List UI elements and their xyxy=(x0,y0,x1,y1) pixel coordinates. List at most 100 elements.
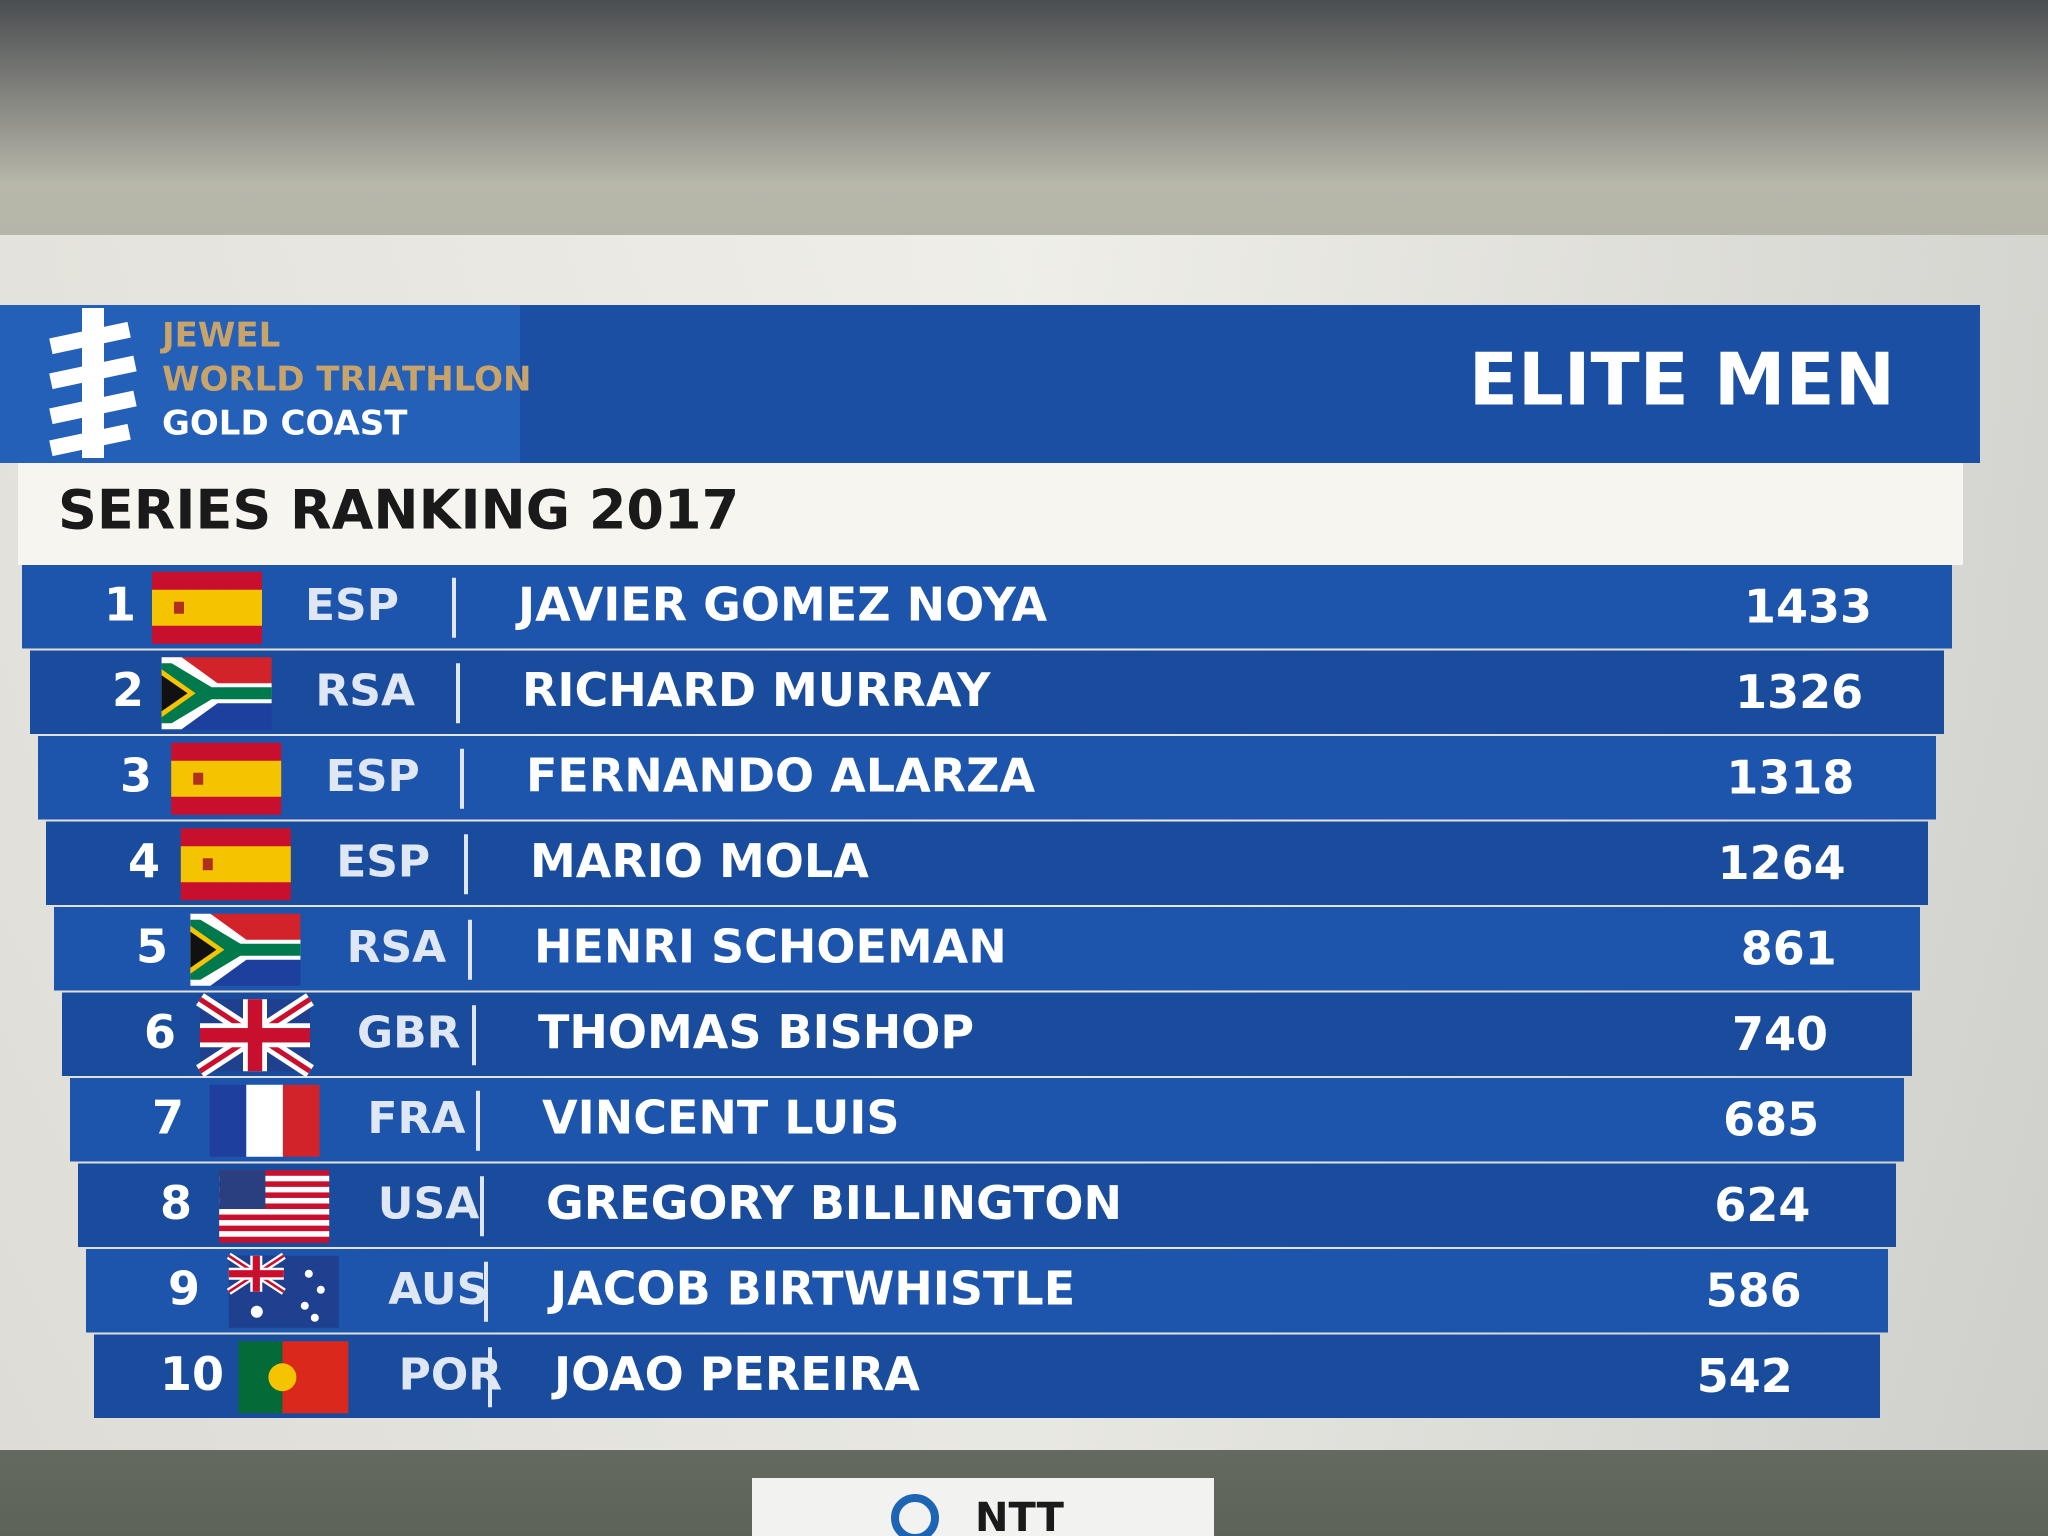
athlete-name: JACOB BIRTWHISTLE xyxy=(547,1261,1075,1315)
flag-part xyxy=(246,1084,283,1157)
flag-part xyxy=(190,931,217,968)
row-background xyxy=(22,565,1952,649)
points: 542 xyxy=(1697,1349,1793,1403)
flag xyxy=(196,993,314,1078)
event-line: JEWEL xyxy=(160,316,280,356)
event-line: GOLD COAST xyxy=(162,404,408,444)
flag-part xyxy=(219,1170,266,1210)
flag xyxy=(180,828,291,901)
row-background xyxy=(94,1334,1880,1418)
flag-part xyxy=(161,675,188,712)
athlete-name: RICHARD MURRAY xyxy=(522,663,991,717)
divider xyxy=(484,1261,488,1322)
flag-part xyxy=(219,1170,330,1177)
divider xyxy=(468,919,472,980)
flag xyxy=(152,571,262,644)
flag-part xyxy=(316,1285,325,1294)
country-code: POR xyxy=(399,1349,503,1400)
flag xyxy=(226,1252,339,1328)
flag-part xyxy=(219,1225,330,1232)
points: 1433 xyxy=(1744,579,1872,633)
flag-part xyxy=(219,1236,330,1243)
rank: 5 xyxy=(136,919,168,973)
event-line: WORLD TRIATHLON xyxy=(162,360,531,400)
flag-part xyxy=(219,1220,330,1227)
row-background xyxy=(54,907,1920,991)
flag-part xyxy=(219,1175,330,1182)
row-background xyxy=(38,736,1936,820)
ranking-row: 8 USA GREGORY BILLINGTON 624 xyxy=(78,1163,1896,1247)
divider xyxy=(472,1005,476,1066)
flag-part xyxy=(219,1192,330,1199)
flag-part xyxy=(171,760,282,797)
rank: 1 xyxy=(104,577,136,631)
flag-part xyxy=(250,1305,263,1318)
points: 1264 xyxy=(1718,836,1846,890)
ranking-row: 3 ESP FERNANDO ALARZA 1318 xyxy=(38,736,1936,820)
country-code: AUS xyxy=(388,1264,488,1315)
flag-part xyxy=(282,1084,320,1157)
category: ELITE MEN xyxy=(1469,338,1895,422)
flag xyxy=(161,657,272,730)
divider xyxy=(476,1090,480,1151)
row-background xyxy=(78,1163,1896,1247)
row-background xyxy=(46,821,1928,905)
points: 740 xyxy=(1732,1007,1828,1061)
flag-part xyxy=(161,663,272,724)
athlete-name: HENRI SCHOEMAN xyxy=(534,919,1007,973)
flag xyxy=(209,1084,320,1157)
points: 861 xyxy=(1741,921,1837,975)
flag-part xyxy=(193,772,204,785)
logo-icon xyxy=(49,308,137,458)
sponsor-logo xyxy=(891,1494,939,1536)
row-background xyxy=(62,992,1912,1076)
flag-part xyxy=(202,858,213,871)
country-code: ESP xyxy=(336,836,430,887)
rank: 6 xyxy=(144,1005,176,1059)
rank: 9 xyxy=(168,1261,200,1315)
ranking-row: 5 RSA HENRI SCHOEMAN 861 xyxy=(54,907,1920,991)
points: 1318 xyxy=(1726,750,1854,804)
flag-part xyxy=(200,1028,310,1043)
flag-part xyxy=(219,1181,330,1188)
sponsor: NTT xyxy=(975,1495,1065,1536)
divider xyxy=(480,1176,484,1237)
flag-part xyxy=(310,1313,319,1322)
flag xyxy=(219,1170,330,1243)
athlete-name: JOAO PEREIRA xyxy=(551,1347,920,1401)
country-code: ESP xyxy=(305,580,399,631)
flag-part xyxy=(209,1084,247,1157)
flag-part xyxy=(219,1214,330,1221)
ranking-row: 7 FRA VINCENT LUIS 685 xyxy=(70,1078,1904,1162)
points: 1326 xyxy=(1735,665,1863,719)
flag-part xyxy=(190,919,301,980)
athlete-name: JAVIER GOMEZ NOYA xyxy=(515,577,1047,631)
country-code: ESP xyxy=(326,751,420,802)
flag-part xyxy=(219,1197,330,1204)
subtitle: SERIES RANKING 2017 xyxy=(58,479,739,542)
country-code: USA xyxy=(378,1178,479,1229)
flag xyxy=(238,1341,349,1414)
flag-part xyxy=(219,1209,330,1216)
flag-part xyxy=(219,1186,330,1193)
ranking-row: 2 RSA RICHARD MURRAY 1326 xyxy=(30,650,1944,734)
country-code: FRA xyxy=(367,1093,465,1144)
rank: 10 xyxy=(160,1347,224,1401)
flag-part xyxy=(300,1301,309,1310)
sponsor-box xyxy=(752,1478,1214,1536)
rank: 8 xyxy=(160,1176,192,1230)
flag-part xyxy=(228,1270,284,1278)
points: 624 xyxy=(1714,1178,1810,1232)
divider xyxy=(456,663,460,724)
ranking-row: 1 ESP JAVIER GOMEZ NOYA 1433 xyxy=(22,565,1952,649)
country-code: GBR xyxy=(357,1007,461,1058)
flag xyxy=(171,742,282,815)
divider xyxy=(452,577,456,638)
flag-part xyxy=(219,1231,330,1238)
flag-part xyxy=(180,846,291,883)
rank: 7 xyxy=(152,1090,184,1144)
divider xyxy=(464,834,468,895)
subtitle-band xyxy=(18,463,1963,565)
